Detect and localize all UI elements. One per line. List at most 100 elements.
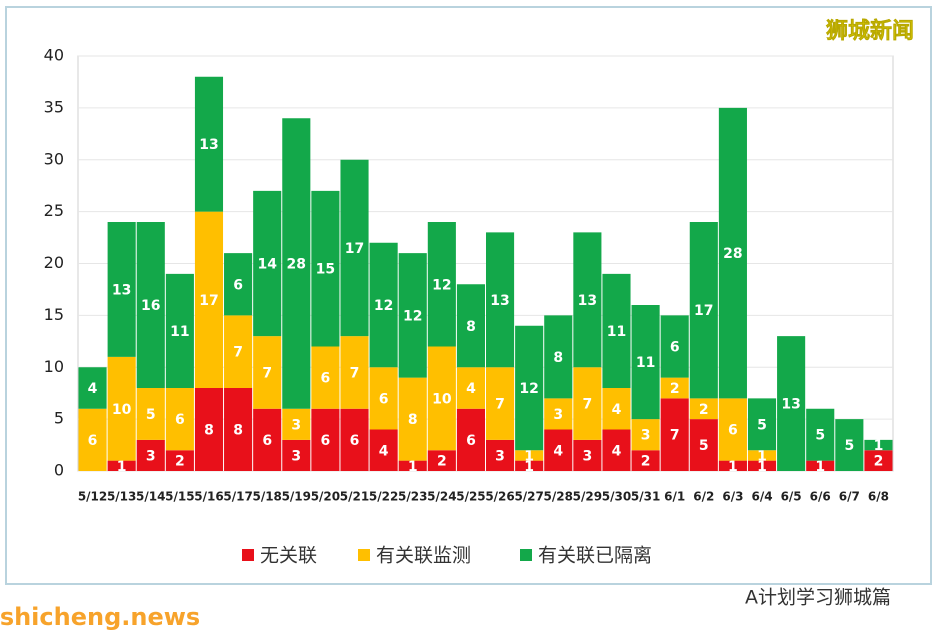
bar-segment: [427, 346, 456, 451]
bar-segment: [544, 315, 573, 399]
data-label: 7: [262, 365, 272, 381]
bar-segment: [486, 367, 515, 440]
bar-segment: [456, 284, 485, 368]
data-label: 16: [141, 298, 160, 314]
x-tick-label: 6/7: [839, 490, 860, 504]
bar-segment: [282, 118, 311, 409]
bar-segment: [777, 336, 806, 471]
data-label: 12: [432, 277, 451, 293]
data-label: 17: [199, 293, 218, 309]
legend-label: 无关联: [260, 545, 317, 567]
data-label: 28: [287, 257, 306, 273]
data-label: 13: [490, 293, 509, 309]
data-label: 11: [607, 324, 626, 340]
data-label: 5: [844, 438, 854, 454]
data-label: 3: [583, 448, 593, 464]
data-label: 5: [146, 407, 156, 423]
bar-segment: [107, 460, 136, 471]
bar-segment: [398, 377, 427, 461]
bar-segment: [369, 367, 398, 430]
bar-segment: [282, 439, 311, 471]
y-tick-label: 35: [44, 97, 64, 116]
data-label: 1: [874, 438, 884, 454]
bar-segment: [806, 408, 835, 461]
x-tick-label: 6/1: [664, 490, 685, 504]
y-tick-label: 40: [44, 46, 64, 65]
data-label: 2: [670, 381, 680, 397]
data-label: 8: [553, 350, 563, 366]
data-label: 13: [199, 137, 218, 153]
data-label: 1: [757, 448, 767, 464]
bar-segment: [311, 346, 340, 409]
data-label: 3: [291, 448, 301, 464]
bar-segment: [689, 398, 718, 420]
data-label: 2: [699, 402, 709, 418]
x-tick-label: 5/26: [485, 490, 514, 504]
bar-segment: [224, 253, 253, 316]
bar-segment: [631, 450, 660, 471]
bar-segment: [864, 439, 893, 451]
data-label: 8: [466, 319, 476, 335]
bar-segment: [835, 419, 864, 471]
bar-segment: [369, 429, 398, 471]
bar-segment: [747, 398, 777, 451]
data-label: 2: [641, 454, 651, 470]
x-tick-label: 5/20: [311, 490, 340, 504]
data-label: 8: [204, 423, 214, 439]
bar-segment: [224, 388, 253, 471]
x-tick-label: 5/19: [282, 490, 311, 504]
data-label: 5: [699, 438, 709, 454]
bar-segment: [660, 315, 689, 378]
bar-segment: [573, 439, 602, 471]
data-label: 4: [612, 443, 622, 459]
bar-segment: [369, 242, 398, 368]
x-tick-label: 6/5: [781, 490, 802, 504]
bar-segment: [864, 450, 893, 471]
y-tick-label: 20: [44, 253, 64, 272]
x-tick-label: 5/22: [369, 490, 398, 504]
bar-segment: [136, 222, 165, 388]
bar-segment: [631, 419, 660, 451]
y-tick-label: 30: [44, 149, 64, 168]
data-label: 12: [374, 298, 393, 314]
x-tick-label: 5/13: [107, 490, 136, 504]
bar-segment: [165, 388, 194, 451]
legend-label: 有关联监测: [376, 545, 471, 567]
bar-segment: [340, 159, 369, 337]
bar-segment: [689, 419, 718, 471]
data-label: 12: [403, 308, 422, 324]
x-tick-label: 5/18: [252, 490, 281, 504]
data-label: 3: [291, 417, 301, 433]
data-label: 1: [408, 459, 418, 475]
x-tick-label: 5/28: [544, 490, 573, 504]
bar-segment: [718, 107, 747, 399]
data-label: 5: [757, 417, 767, 433]
data-label: 6: [350, 433, 360, 449]
bar-segment: [340, 408, 369, 471]
data-label: 6: [175, 412, 185, 428]
y-tick-label: 25: [44, 201, 64, 220]
x-tick-label: 5/17: [223, 490, 252, 504]
data-label: 3: [495, 448, 505, 464]
bar-segment: [602, 273, 631, 388]
data-label: 1: [524, 448, 534, 464]
bar-segment: [311, 408, 340, 471]
x-tick-label: 5/30: [602, 490, 631, 504]
y-tick-label: 0: [54, 461, 64, 480]
bar-segment: [194, 211, 224, 388]
legend-swatch: [520, 549, 532, 561]
data-label: 8: [408, 412, 418, 428]
data-label: 7: [495, 397, 505, 413]
data-label: 7: [350, 365, 360, 381]
bar-segment: [107, 356, 136, 461]
x-tick-label: 5/14: [136, 490, 165, 504]
x-tick-label: 5/25: [456, 490, 485, 504]
x-tick-label: 6/6: [810, 490, 831, 504]
data-label: 6: [262, 433, 272, 449]
data-label: 1: [728, 459, 738, 475]
bar-segment: [602, 429, 631, 471]
bar-segment: [573, 232, 602, 368]
data-label: 7: [583, 397, 593, 413]
data-label: 13: [781, 397, 800, 413]
